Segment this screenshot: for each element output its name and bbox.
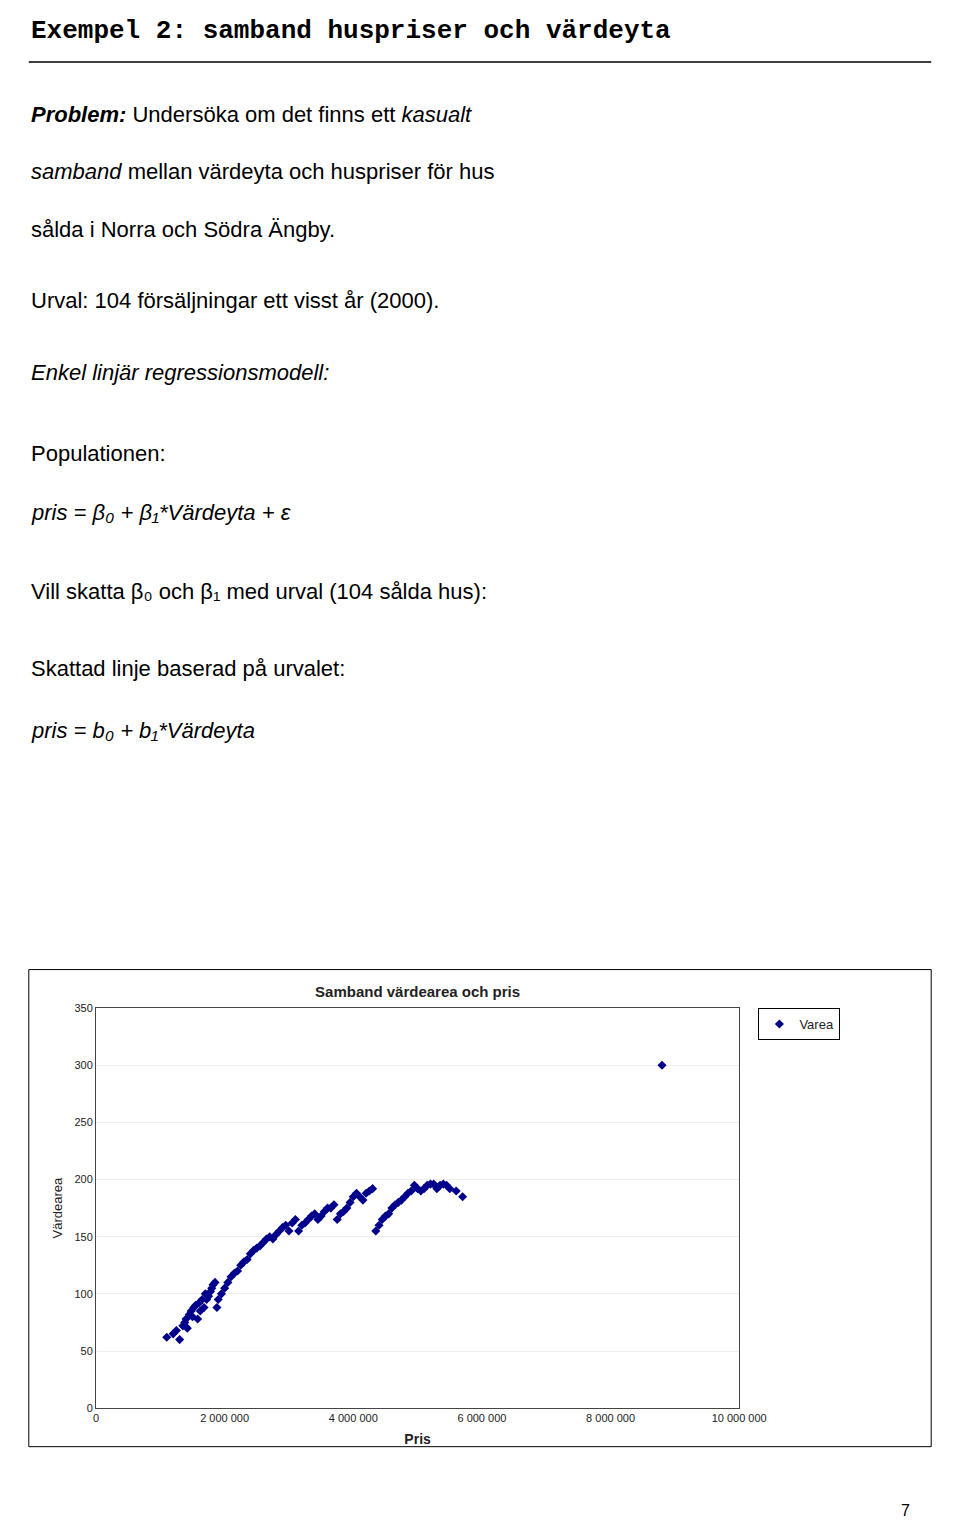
svg-text:Exempel 2: samband huspriser o: Exempel 2: samband huspriser och värdeyt… xyxy=(31,16,671,46)
svg-text:pris = b₀ + b₁*Värdeyta: pris = b₀ + b₁*Värdeyta xyxy=(31,718,255,743)
svg-text:Värdearea: Värdearea xyxy=(50,1177,65,1238)
svg-text:150: 150 xyxy=(74,1231,92,1243)
svg-text:100: 100 xyxy=(74,1288,92,1300)
svg-text:Vill skatta β₀ och β₁ med urva: Vill skatta β₀ och β₁ med urval (104 sål… xyxy=(31,579,487,604)
svg-text:pris = β₀ + β₁*Värdeyta + ε: pris = β₀ + β₁*Värdeyta + ε xyxy=(31,500,291,525)
svg-text:Varea: Varea xyxy=(799,1017,833,1032)
svg-text:50: 50 xyxy=(81,1345,93,1357)
svg-text:8 000 000: 8 000 000 xyxy=(586,1412,635,1424)
svg-text:Samband värdearea och pris: Samband värdearea och pris xyxy=(315,983,520,1000)
svg-text:0: 0 xyxy=(87,1402,93,1414)
svg-text:200: 200 xyxy=(74,1173,92,1185)
svg-text:samband mellan värdeyta och hu: samband mellan värdeyta och huspriser fö… xyxy=(31,159,494,184)
svg-text:Urval: 104 försäljningar ett v: Urval: 104 försäljningar ett visst år (2… xyxy=(31,288,439,313)
svg-text:10 000 000: 10 000 000 xyxy=(712,1412,767,1424)
svg-text:300: 300 xyxy=(74,1059,92,1071)
svg-text:2 000 000: 2 000 000 xyxy=(200,1412,249,1424)
svg-text:350: 350 xyxy=(74,1002,92,1014)
svg-text:Problem: Undersöka om det finn: Problem: Undersöka om det finns ett kasu… xyxy=(31,102,472,127)
svg-text:Pris: Pris xyxy=(404,1431,431,1447)
svg-text:0: 0 xyxy=(93,1412,99,1424)
svg-text:Populationen:: Populationen: xyxy=(31,441,166,466)
svg-text:Enkel linjär regressionsmodell: Enkel linjär regressionsmodell: xyxy=(31,360,329,385)
svg-text:6 000 000: 6 000 000 xyxy=(457,1412,506,1424)
svg-text:4 000 000: 4 000 000 xyxy=(329,1412,378,1424)
svg-text:7: 7 xyxy=(901,1502,910,1519)
svg-text:Skattad linje baserad på urval: Skattad linje baserad på urvalet: xyxy=(31,656,345,681)
svg-text:250: 250 xyxy=(74,1116,92,1128)
svg-text:sålda i Norra och Södra Ängby.: sålda i Norra och Södra Ängby. xyxy=(31,217,335,242)
